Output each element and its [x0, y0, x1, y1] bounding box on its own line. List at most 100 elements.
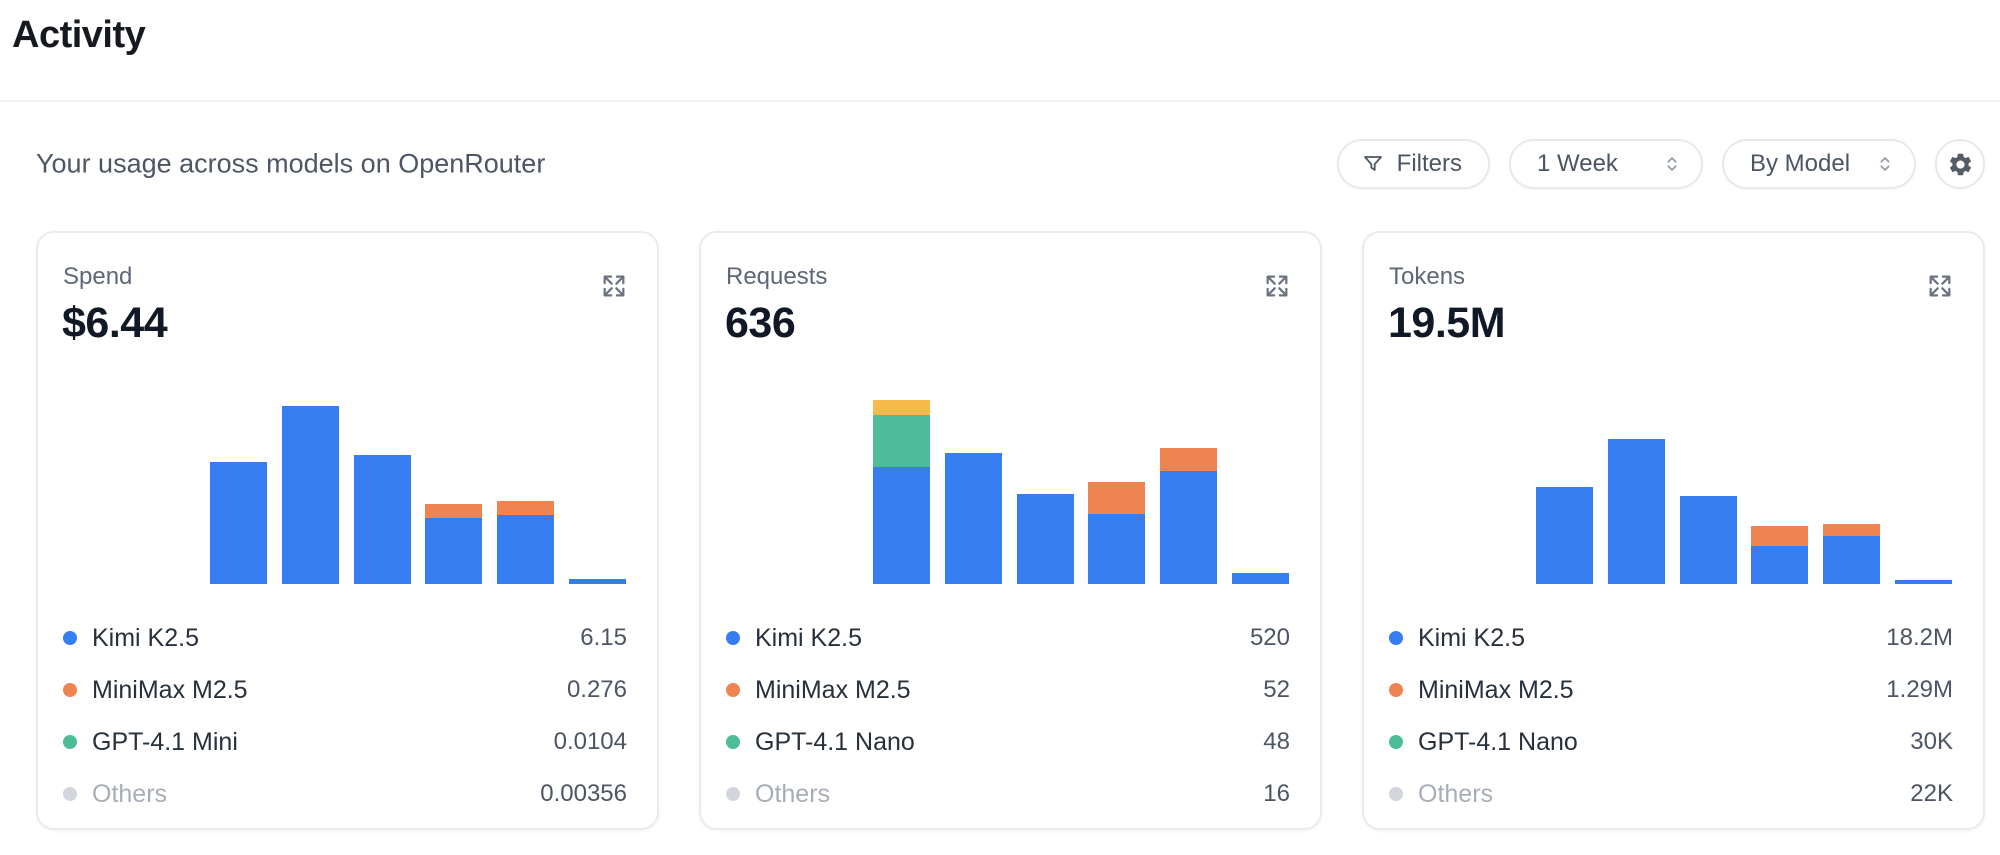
metric-card: Tokens 19.5M Kimi K2.5 18.2M MiniMax M2.5 1… [1362, 231, 1985, 830]
chart-bar[interactable] [210, 461, 267, 584]
legend-value: 0.00356 [540, 780, 627, 807]
bar-segment-blue [497, 514, 555, 584]
chart-bar[interactable] [281, 406, 339, 584]
bar-segment-blue [425, 518, 483, 584]
legend-dot-icon [1389, 787, 1403, 801]
expand-button[interactable] [1262, 271, 1292, 301]
subheader: Your usage across models on OpenRouter F… [0, 139, 2000, 189]
bar-segment-green [873, 415, 930, 467]
legend-value: 30K [1910, 728, 1953, 755]
chart-bar[interactable] [1607, 438, 1665, 584]
page-subtitle: Your usage across models on OpenRouter [36, 148, 546, 179]
bar-segment-blue [353, 455, 411, 584]
legend-row: GPT-4.1 Nano 30K [1364, 716, 1983, 768]
legend-row: Others 16 [701, 768, 1320, 820]
legend-label: Kimi K2.5 [92, 623, 199, 652]
bar-segment-orange [1160, 448, 1218, 471]
chart-bar[interactable] [1160, 448, 1218, 584]
legend-row: MiniMax M2.5 52 [701, 664, 1320, 716]
chart-bar[interactable] [944, 453, 1002, 584]
expand-button[interactable] [599, 271, 629, 301]
legend-dot-icon [63, 683, 77, 697]
metric-card: Requests 636 Kimi K2.5 520 MiniMax M2.5 52 G… [699, 231, 1322, 830]
bar-segment-blue [281, 406, 339, 584]
bar-segment-blue [873, 466, 930, 584]
bar-segment-orange [1823, 523, 1881, 536]
legend-label: MiniMax M2.5 [755, 675, 911, 704]
filters-button-label: Filters [1396, 150, 1462, 177]
legend-label: Others [1418, 779, 1494, 808]
legend-value: 22K [1910, 780, 1953, 807]
period-select-value: 1 Week [1537, 150, 1618, 177]
card-metric-total: $6.44 [62, 299, 168, 347]
legend-value: 520 [1249, 624, 1290, 651]
chart-bar[interactable] [1088, 482, 1146, 584]
legend-dot-icon [726, 631, 740, 645]
expand-icon [1926, 272, 1954, 300]
legend-label: MiniMax M2.5 [92, 675, 248, 704]
legend-value: 6.15 [580, 624, 627, 651]
legend: Kimi K2.5 18.2M MiniMax M2.5 1.29M GPT-4.1 N… [1364, 612, 1983, 820]
metric-cards-row: Spend $6.44 Kimi K2.5 6.15 MiniMax M2.5 0.2… [36, 231, 1985, 830]
groupby-select[interactable]: By Model [1722, 139, 1916, 189]
legend-dot-icon [1389, 735, 1403, 749]
chart-bar[interactable] [568, 578, 626, 584]
chart-bar[interactable] [353, 455, 411, 584]
expand-button[interactable] [1925, 271, 1955, 301]
legend-row: GPT-4.1 Mini 0.0104 [38, 716, 657, 768]
period-select[interactable]: 1 Week [1509, 139, 1703, 189]
page-title: Activity [12, 14, 146, 56]
funnel-icon [1361, 152, 1385, 176]
legend-dot-icon [726, 683, 740, 697]
legend-dot-icon [726, 735, 740, 749]
bar-segment-blue [1679, 496, 1737, 584]
bar-segment-orange [497, 500, 555, 515]
bar-segment-blue [210, 461, 267, 584]
legend-dot-icon [1389, 683, 1403, 697]
legend-value: 52 [1263, 676, 1290, 703]
legend: Kimi K2.5 520 MiniMax M2.5 52 GPT-4.1 Nano 48… [701, 612, 1320, 820]
bar-segment-orange [1088, 482, 1146, 514]
expand-icon [1263, 272, 1291, 300]
bar-chart [1536, 406, 1952, 584]
chart-bar[interactable] [1536, 487, 1593, 584]
legend-label: GPT-4.1 Mini [92, 727, 238, 756]
card-metric-total: 636 [725, 299, 796, 347]
chart-bar[interactable] [497, 500, 555, 584]
chart-bar[interactable] [1894, 580, 1952, 584]
legend-row: Kimi K2.5 520 [701, 612, 1320, 664]
chart-bar[interactable] [1679, 496, 1737, 584]
expand-icon [600, 272, 628, 300]
bar-chart [210, 406, 626, 584]
chart-bar[interactable] [425, 504, 483, 584]
legend-value: 48 [1263, 728, 1290, 755]
filters-button[interactable]: Filters [1336, 139, 1490, 189]
header-divider [0, 100, 2000, 102]
settings-button[interactable] [1935, 139, 1985, 189]
legend-label: Kimi K2.5 [1418, 623, 1525, 652]
bar-segment-yellow [873, 399, 930, 416]
legend-dot-icon [63, 787, 77, 801]
chart-bar[interactable] [1231, 572, 1289, 584]
chart-bar[interactable] [1751, 526, 1809, 584]
bar-segment-blue [1160, 470, 1218, 584]
chevron-up-down-icon [1661, 153, 1683, 175]
bar-segment-blue [944, 453, 1002, 584]
legend: Kimi K2.5 6.15 MiniMax M2.5 0.276 GPT-4.1 Mi… [38, 612, 657, 820]
legend-dot-icon [1389, 631, 1403, 645]
bar-chart [873, 399, 1289, 584]
legend-value: 1.29M [1886, 676, 1953, 703]
chart-bar[interactable] [1823, 523, 1881, 584]
bar-segment-blue [1823, 535, 1881, 584]
legend-row: Kimi K2.5 18.2M [1364, 612, 1983, 664]
legend-row: Others 22K [1364, 768, 1983, 820]
chart-bar[interactable] [1016, 494, 1074, 584]
bar-segment-blue [1751, 545, 1809, 584]
toolbar: Filters 1 Week By Model [1336, 139, 1985, 189]
legend-row: MiniMax M2.5 0.276 [38, 664, 657, 716]
chart-bar[interactable] [873, 399, 930, 584]
legend-value: 16 [1263, 780, 1290, 807]
bar-segment-blue [1894, 580, 1952, 584]
legend-label: Kimi K2.5 [755, 623, 862, 652]
